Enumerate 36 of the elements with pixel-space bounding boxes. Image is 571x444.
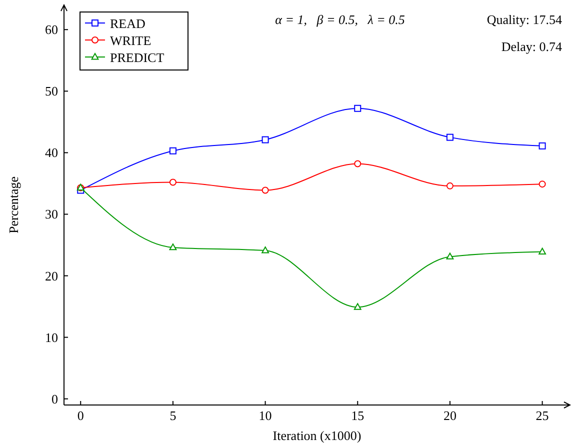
annotation: Delay: 0.74 [501,39,562,54]
point [538,142,546,150]
annotation: α = 1, β = 0.5, λ = 0.5 [275,12,406,27]
y-axis-title: Percentage [6,176,21,234]
point [446,134,454,141]
x-tick-label: 10 [258,408,272,423]
point [446,182,454,190]
point [169,178,176,186]
point [354,104,362,112]
legend-label: WRITE [110,33,152,48]
x-tick-label: 25 [536,408,549,423]
point [538,248,546,254]
point [446,252,454,260]
legend-label: READ [110,16,146,31]
x-tick-label: 15 [351,408,364,423]
point [169,243,177,250]
y-tick-label: 50 [45,84,58,99]
x-tick-label: 5 [170,408,176,423]
x-axis-title: Iteration (x1000) [272,428,362,443]
y-tick-label: 60 [45,22,58,38]
point [262,186,269,194]
y-tick-label: 10 [45,330,58,345]
point [354,303,362,310]
annotation: Quality: 17.54 [486,12,562,27]
y-tick-label: 30 [45,206,58,222]
y-tick-label: 40 [45,145,58,160]
point [354,160,362,168]
y-tick-label: 20 [45,268,58,284]
point [262,136,269,144]
legend-label: PREDICT [110,50,164,65]
y-tick-label: 0 [52,391,58,406]
point [538,180,546,188]
x-tick-label: 20 [443,408,456,423]
x-tick-label: 0 [77,408,84,423]
point [262,246,269,254]
point [169,147,176,154]
